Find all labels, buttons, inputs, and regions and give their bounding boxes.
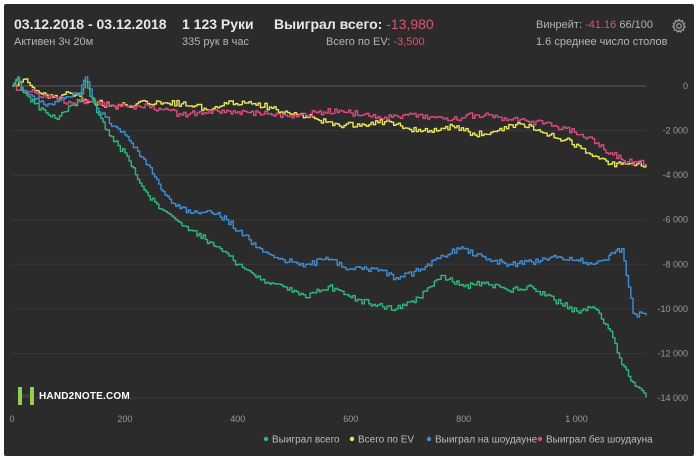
x-tick-label: 0 [9, 414, 14, 424]
winrate-sample: 66/100 [619, 19, 654, 31]
series-line [12, 76, 647, 318]
legend-item[interactable]: Выиграл всего [263, 435, 340, 446]
bankroll-chart: 0 -2 000 -4 000 -6 000 -8 000 -10 000 -12 000 -… [9, 76, 688, 446]
y-tick-label: -8 000 [662, 259, 688, 269]
winrate-label: Винрейт: [536, 19, 583, 31]
legend-dot [537, 436, 543, 442]
y-tick-label: -6 000 [662, 215, 688, 225]
hands-per-hour: 335 рук в час [182, 36, 250, 48]
won-total-value: -13,980 [386, 16, 434, 32]
legend-item[interactable]: Выиграл без шоудауна [537, 434, 653, 446]
y-tick-label: -12 000 [657, 348, 688, 358]
legend-dot [263, 436, 269, 442]
x-tick-label: 800 [456, 414, 471, 424]
ev-total-value: -3,500 [393, 36, 425, 48]
graph-panel: 03.12.2018 - 03.12.2018 Активен 3ч 20м 1… [4, 4, 694, 456]
y-tick-label: -2 000 [662, 126, 688, 136]
avg-tables: 1.6 среднее число столов [536, 36, 668, 48]
logo-text: HAND2NOTE.COM [39, 390, 130, 402]
legend-label: Выиграл всего [272, 435, 340, 446]
hands-count: 1 123 Руки [182, 16, 254, 32]
x-tick-label: 1 000 [565, 414, 588, 424]
y-tick-label: -4 000 [662, 170, 688, 180]
x-tick-label: 200 [117, 414, 132, 424]
gear-icon[interactable] [671, 18, 687, 34]
legend-label: Всего по EV [358, 435, 414, 446]
hand2note-logo-icon [18, 387, 34, 405]
winrate: Винрейт: -41.16 66/100 [536, 19, 653, 31]
legend-item[interactable]: Выиграл на шоудауне [426, 435, 538, 446]
legend-item[interactable]: Всего по EV [349, 435, 415, 446]
won-total: Выиграл всего: -13,980 [274, 16, 434, 32]
winrate-value: -41.16 [585, 19, 617, 31]
legend-dot [426, 436, 432, 442]
legend-label: Выиграл на шоудауне [435, 435, 538, 446]
date-range: 03.12.2018 - 03.12.2018 [14, 16, 167, 32]
legend-dot [349, 436, 355, 442]
y-tick-label: -10 000 [657, 304, 688, 314]
x-tick-label: 600 [343, 414, 358, 424]
y-tick-label: 0 [683, 81, 688, 91]
ev-total-label: Всего по EV: [326, 36, 391, 48]
won-total-label: Выиграл всего: [274, 16, 383, 32]
y-tick-label: -14 000 [657, 393, 688, 403]
hand2note-logo: HAND2NOTE.COM [18, 386, 130, 406]
x-tick-label: 400 [230, 414, 245, 424]
legend-label: Выиграл без шоудауна [546, 434, 653, 446]
series-line [12, 76, 647, 398]
active-time: Активен 3ч 20м [14, 36, 94, 48]
series-line [12, 84, 647, 166]
ev-total: Всего по EV: -3,500 [326, 36, 425, 48]
